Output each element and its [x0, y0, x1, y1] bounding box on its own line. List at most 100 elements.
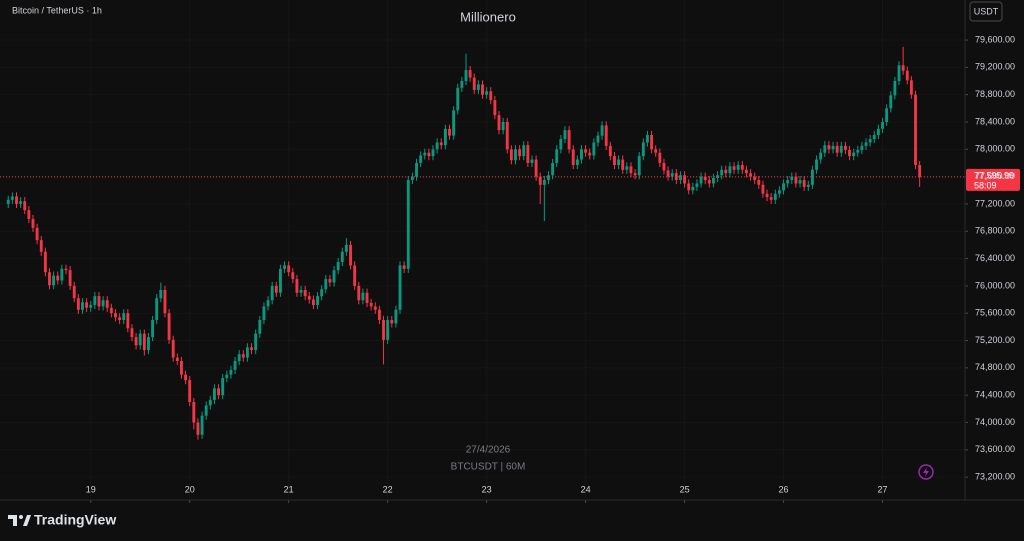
brand-logo-t — [8, 515, 17, 526]
last-price-label: 77,595.99 — [974, 170, 1014, 180]
candle-body — [889, 95, 893, 109]
candle-body — [567, 130, 571, 150]
y-tick-label: 74,400.00 — [975, 390, 1015, 400]
candle-body — [171, 339, 175, 358]
candle-body — [184, 374, 188, 381]
candle-body — [666, 170, 670, 177]
candle-body — [831, 145, 835, 150]
candle-body — [324, 279, 328, 290]
y-tick-label: 77,600.00 — [975, 171, 1015, 181]
candle-body — [654, 149, 658, 153]
candle-body — [336, 261, 340, 271]
candle-body — [15, 196, 18, 204]
candle-body — [674, 173, 678, 181]
candle-body — [105, 300, 109, 308]
candle-body — [448, 128, 451, 136]
candle-body — [703, 176, 707, 181]
brand-logo[interactable] — [8, 515, 31, 526]
candle-body — [56, 275, 60, 281]
candle-body — [435, 142, 439, 150]
currency-button[interactable] — [969, 1, 1003, 22]
y-tick-label: 78,800.00 — [975, 89, 1015, 99]
x-tick-label: 21 — [284, 484, 294, 494]
candle-body — [732, 166, 736, 170]
y-tick-label: 79,600.00 — [975, 34, 1015, 44]
candle-body — [270, 285, 274, 301]
brand-name[interactable]: TradingView — [34, 512, 116, 528]
candle-body — [485, 91, 489, 95]
candle-body — [761, 184, 765, 194]
candle-body — [229, 369, 233, 375]
candle-body — [241, 354, 245, 358]
candle-body — [192, 401, 196, 423]
candle-body — [547, 175, 550, 181]
candle-body — [19, 201, 23, 204]
candle-body — [864, 142, 868, 146]
candle-body — [580, 149, 583, 160]
candle-body — [349, 244, 352, 266]
candle-body — [311, 299, 315, 306]
candle-body — [695, 183, 699, 187]
candle-body — [130, 328, 134, 338]
candle-body — [497, 115, 501, 131]
candle-body — [180, 361, 183, 375]
candle-body — [707, 180, 711, 184]
candle-body — [10, 196, 14, 200]
candle-body — [266, 300, 270, 307]
candle-body — [237, 354, 241, 362]
alert-icon[interactable] — [918, 464, 934, 480]
candle-body — [617, 159, 621, 166]
candle-body — [101, 300, 105, 307]
candle-body — [621, 159, 625, 170]
candle-body — [6, 199, 10, 204]
candle-body — [316, 296, 319, 306]
candle-body — [691, 186, 695, 191]
last-price-tag — [966, 168, 1020, 191]
candle-body — [806, 184, 810, 187]
candle-body — [402, 265, 406, 269]
candle-body — [221, 378, 225, 396]
candle-body — [518, 149, 522, 157]
candle-body — [68, 270, 72, 286]
candle-body — [340, 251, 344, 262]
candle-body — [344, 244, 348, 252]
candle-body — [233, 361, 237, 370]
candle-body — [757, 180, 761, 185]
candle-body — [283, 265, 286, 269]
candle-body — [802, 180, 806, 187]
candle-body — [823, 145, 827, 153]
currency-label[interactable]: USDT — [974, 6, 999, 16]
candle-body — [711, 177, 715, 184]
candle-body — [287, 265, 291, 273]
candle-body — [749, 173, 752, 177]
candle-body — [85, 302, 89, 308]
candle-body — [687, 183, 691, 191]
candle-body — [736, 165, 740, 170]
candle-body — [155, 298, 159, 321]
candle-body — [629, 166, 633, 174]
candle-body — [138, 333, 142, 346]
candle-body — [670, 173, 674, 177]
candle-body — [773, 193, 777, 200]
candle-body — [89, 305, 93, 308]
candle-body — [600, 125, 604, 136]
candle-body — [460, 80, 464, 88]
candle-body — [901, 65, 905, 71]
candle-body — [538, 176, 542, 185]
candle-body — [250, 347, 254, 351]
candle-body — [452, 110, 456, 136]
candle-body — [489, 91, 493, 101]
candle-body — [328, 279, 332, 283]
candle-body — [534, 159, 538, 177]
candle-body — [64, 268, 68, 271]
candle-body — [876, 128, 880, 135]
candle-body — [443, 128, 447, 146]
candle-body — [522, 145, 526, 157]
x-tick-label: 22 — [383, 484, 393, 494]
candle-body — [542, 180, 546, 185]
candle-body — [765, 193, 769, 198]
